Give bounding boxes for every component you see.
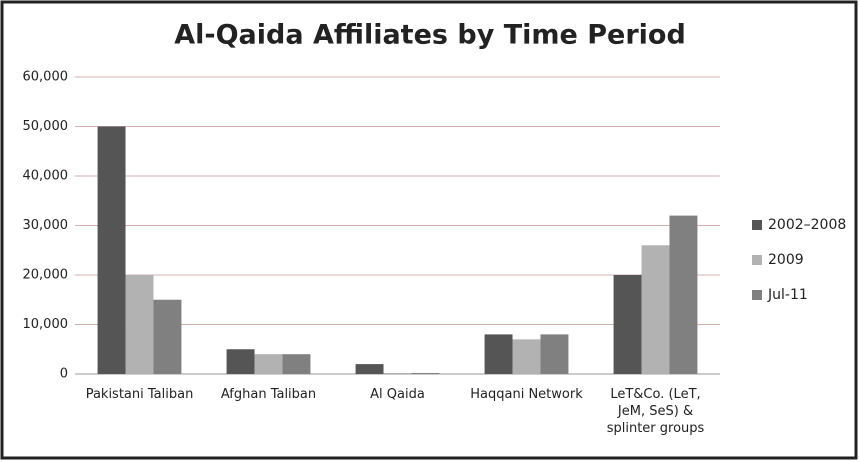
legend-swatch <box>752 255 762 265</box>
bar <box>355 364 384 374</box>
x-tick-label: Afghan Taliban <box>220 387 317 402</box>
bar <box>254 354 283 374</box>
x-tick-label: Al Qaida <box>370 387 425 402</box>
y-tick-label: 40,000 <box>23 169 69 184</box>
chart-title: Al-Qaida Affiliates by Time Period <box>174 20 686 51</box>
y-tick-label: 60,000 <box>23 70 69 85</box>
bar <box>411 373 440 374</box>
y-tick-label: 0 <box>60 367 68 382</box>
legend-swatch <box>752 220 762 230</box>
bar <box>153 299 182 374</box>
bar <box>282 354 311 374</box>
legend-swatch <box>752 290 762 300</box>
legend-label: Jul-11 <box>767 287 808 303</box>
y-tick-label: 50,000 <box>23 119 69 134</box>
legend-label: 2002–2008 <box>768 217 846 233</box>
legend-label: 2009 <box>768 252 804 268</box>
x-tick-label: LeT&Co. (LeT, JeM, SeS) & splinter group… <box>606 387 705 436</box>
bar <box>613 275 642 374</box>
y-tick-label: 30,000 <box>23 218 69 233</box>
bar <box>125 275 154 374</box>
bar <box>484 334 513 374</box>
bar <box>512 339 541 374</box>
bar <box>540 334 569 374</box>
x-tick-label: Haqqani Network <box>470 387 583 402</box>
bar <box>641 245 670 374</box>
bar <box>383 373 412 374</box>
bar <box>226 349 255 374</box>
bar <box>669 215 698 374</box>
y-tick-label: 20,000 <box>23 268 69 283</box>
bar <box>97 126 126 374</box>
y-tick-label: 10,000 <box>23 317 69 332</box>
x-tick-label: Pakistani Taliban <box>85 387 194 402</box>
